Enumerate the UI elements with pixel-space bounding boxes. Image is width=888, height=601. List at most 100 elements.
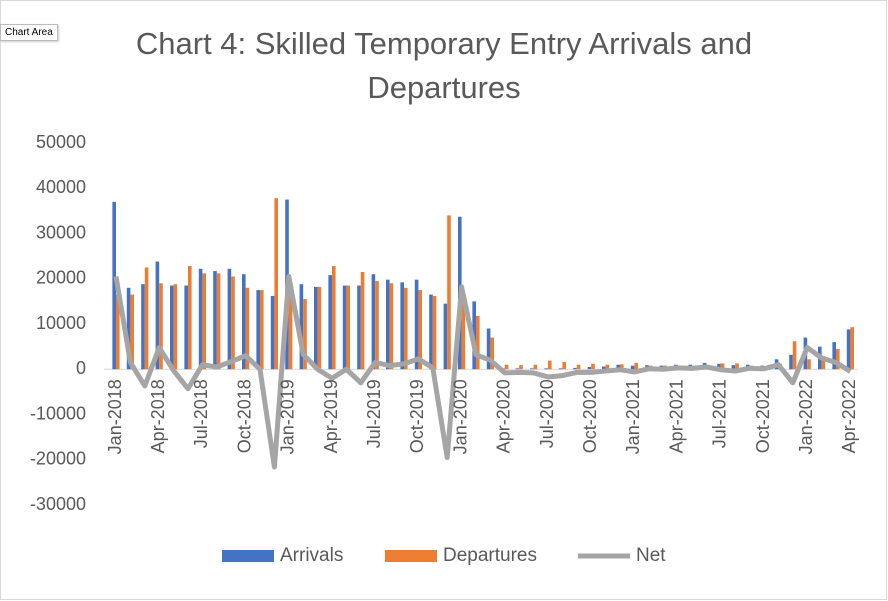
bar	[188, 266, 192, 370]
bar	[144, 267, 149, 370]
bar	[720, 363, 725, 370]
bar	[375, 281, 379, 370]
bar	[400, 282, 404, 370]
x-tick-label: Jul-2021	[710, 379, 730, 448]
bar	[198, 268, 203, 370]
bar	[270, 295, 275, 370]
bar	[256, 290, 260, 370]
tooltip: Chart Area	[0, 24, 58, 41]
bar	[735, 363, 739, 370]
x-tick-label: Oct-2018	[234, 379, 254, 453]
bar	[490, 337, 494, 370]
bar	[170, 285, 174, 370]
y-tick-label: -30000	[30, 494, 86, 514]
bar	[443, 303, 448, 370]
bar	[558, 368, 563, 370]
bar	[141, 284, 145, 370]
bar	[836, 348, 840, 370]
y-tick-label: 0	[76, 358, 86, 378]
bar	[850, 327, 854, 370]
x-tick-label: Oct-2021	[753, 379, 773, 453]
bar	[288, 292, 293, 370]
bar	[404, 287, 408, 370]
y-tick-label: 10000	[36, 313, 86, 333]
legend-label: Net	[636, 545, 666, 566]
x-tick-label: Jan-2019	[278, 379, 298, 454]
x-tick-label: Jul-2019	[364, 379, 384, 448]
bar	[515, 368, 520, 370]
x-tick-label: Jan-2018	[105, 379, 125, 454]
bar	[227, 268, 232, 370]
bar	[461, 299, 466, 370]
bar	[242, 274, 246, 370]
bar	[591, 363, 595, 370]
bar	[173, 284, 178, 370]
bar	[202, 273, 206, 370]
bar	[605, 364, 610, 370]
bar	[519, 365, 523, 370]
y-tick-label: 50000	[36, 132, 86, 152]
x-tick-label: Apr-2020	[494, 379, 514, 453]
bar	[832, 342, 836, 370]
bar	[274, 198, 278, 370]
x-tick-label: Apr-2022	[839, 379, 859, 453]
bar	[184, 285, 188, 370]
bar	[245, 287, 250, 370]
x-tick-label: Jul-2018	[191, 379, 211, 448]
bar	[260, 290, 264, 370]
legend-label: Arrivals	[280, 545, 343, 566]
bar	[587, 366, 592, 370]
bar	[429, 294, 433, 370]
bar	[371, 274, 376, 370]
chart-title: Chart 4: Skilled Temporary Entry Arrival…	[135, 26, 753, 105]
bar	[213, 271, 217, 370]
bar	[299, 284, 304, 370]
bar	[303, 299, 307, 370]
bar	[821, 357, 826, 370]
bar	[533, 364, 538, 370]
bar	[792, 341, 797, 370]
bar	[548, 360, 552, 370]
bar	[357, 285, 361, 370]
y-tick-label: -10000	[30, 403, 86, 423]
bar	[116, 294, 120, 370]
bar	[332, 266, 336, 370]
bar	[789, 354, 793, 370]
bar	[130, 294, 134, 370]
bar	[155, 261, 160, 370]
bar	[576, 364, 581, 370]
bar	[231, 276, 235, 370]
bar	[717, 363, 721, 370]
bar	[216, 273, 221, 370]
bar	[360, 271, 365, 370]
line	[113, 273, 852, 470]
bar	[846, 329, 851, 370]
x-tick-label: Jan-2021	[623, 379, 643, 454]
bar	[634, 362, 638, 370]
x-tick-label: Apr-2018	[148, 379, 168, 453]
bar	[504, 364, 509, 370]
y-tick-label: 20000	[36, 268, 86, 288]
bar	[314, 286, 318, 370]
bar	[562, 362, 566, 370]
y-tick-label: 30000	[36, 222, 86, 242]
bar	[346, 285, 350, 370]
x-tick-label: Apr-2019	[321, 379, 341, 453]
x-tick-label: Jan-2020	[450, 379, 470, 454]
y-tick-label: 40000	[36, 177, 86, 197]
bar	[616, 364, 620, 370]
bar	[328, 275, 332, 370]
bar	[389, 283, 394, 370]
bar	[126, 287, 131, 370]
bar	[602, 366, 606, 370]
legend-swatch	[385, 550, 437, 562]
legend-swatch	[222, 550, 274, 562]
bar	[414, 279, 419, 370]
x-tick-label: Jan-2022	[796, 379, 816, 454]
bar	[342, 285, 347, 370]
bar	[807, 359, 811, 370]
bar	[447, 215, 451, 370]
bar	[432, 295, 437, 370]
